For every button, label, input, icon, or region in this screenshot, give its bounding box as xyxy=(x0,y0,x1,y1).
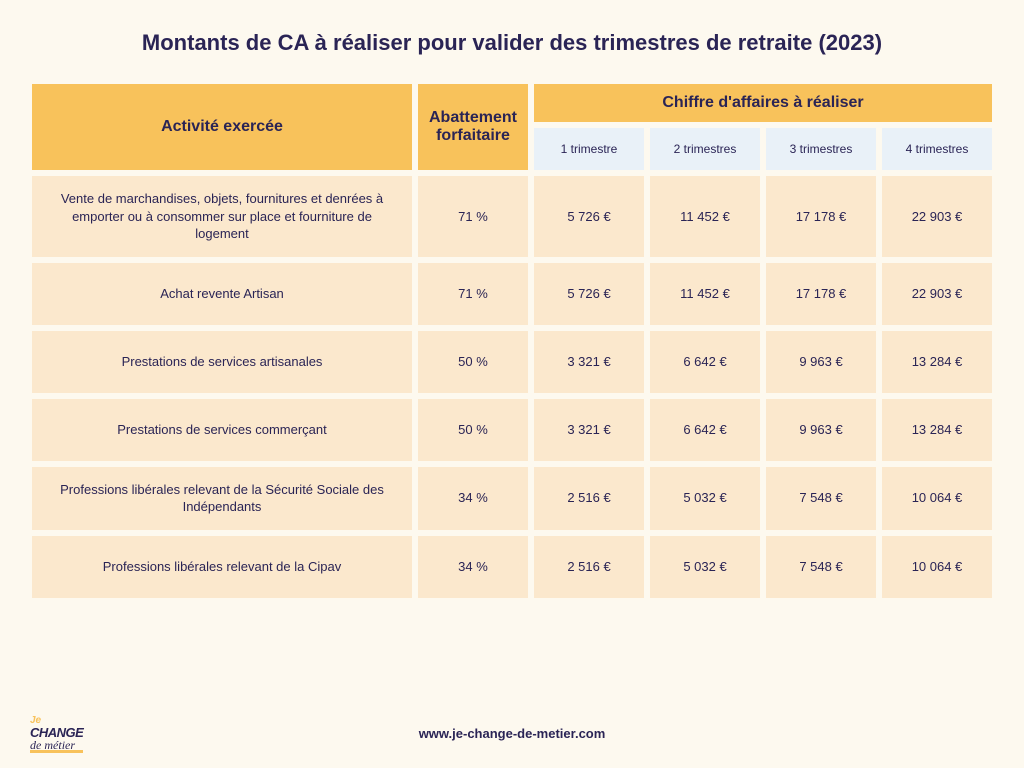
cell-t1: 3 321 € xyxy=(534,331,644,393)
logo-de: de xyxy=(30,739,41,751)
cell-abatement: 50 % xyxy=(418,399,528,461)
cell-t1: 5 726 € xyxy=(534,176,644,257)
cell-t2: 5 032 € xyxy=(650,536,760,598)
cell-t3: 17 178 € xyxy=(766,263,876,325)
cell-activity: Vente de marchandises, objets, fournitur… xyxy=(32,176,412,257)
cell-activity: Professions libérales relevant de la Cip… xyxy=(32,536,412,598)
cell-t3: 9 963 € xyxy=(766,331,876,393)
col-header-t1: 1 trimestre xyxy=(534,128,644,170)
cell-t4: 10 064 € xyxy=(882,467,992,530)
col-header-revenue-group: Chiffre d'affaires à réaliser xyxy=(534,84,992,122)
logo: Je CHANGE de métier xyxy=(30,715,83,752)
col-header-t2: 2 trimestres xyxy=(650,128,760,170)
col-header-t4: 4 trimestres xyxy=(882,128,992,170)
cell-t4: 22 903 € xyxy=(882,263,992,325)
cell-t4: 13 284 € xyxy=(882,399,992,461)
cell-t1: 2 516 € xyxy=(534,467,644,530)
footer: Je CHANGE de métier www.je-change-de-met… xyxy=(30,715,994,752)
cell-t2: 6 642 € xyxy=(650,399,760,461)
col-header-t3: 3 trimestres xyxy=(766,128,876,170)
cell-t1: 3 321 € xyxy=(534,399,644,461)
revenue-table: Activité exercée Abattement forfaitaire … xyxy=(32,84,992,598)
col-header-abatement: Abattement forfaitaire xyxy=(418,84,528,170)
cell-t3: 7 548 € xyxy=(766,467,876,530)
cell-t4: 22 903 € xyxy=(882,176,992,257)
cell-t2: 5 032 € xyxy=(650,467,760,530)
cell-abatement: 71 % xyxy=(418,176,528,257)
cell-t1: 5 726 € xyxy=(534,263,644,325)
cell-abatement: 34 % xyxy=(418,536,528,598)
cell-activity: Prestations de services commerçant xyxy=(32,399,412,461)
cell-t3: 17 178 € xyxy=(766,176,876,257)
col-header-activity: Activité exercée xyxy=(32,84,412,170)
cell-t4: 13 284 € xyxy=(882,331,992,393)
cell-t2: 6 642 € xyxy=(650,331,760,393)
cell-abatement: 50 % xyxy=(418,331,528,393)
cell-t3: 9 963 € xyxy=(766,399,876,461)
cell-activity: Achat revente Artisan xyxy=(32,263,412,325)
cell-t1: 2 516 € xyxy=(534,536,644,598)
cell-abatement: 71 % xyxy=(418,263,528,325)
page-title: Montants de CA à réaliser pour valider d… xyxy=(30,30,994,56)
cell-t4: 10 064 € xyxy=(882,536,992,598)
cell-abatement: 34 % xyxy=(418,467,528,530)
cell-activity: Professions libérales relevant de la Séc… xyxy=(32,467,412,530)
cell-t3: 7 548 € xyxy=(766,536,876,598)
cell-t2: 11 452 € xyxy=(650,176,760,257)
cell-activity: Prestations de services artisanales xyxy=(32,331,412,393)
footer-url: www.je-change-de-metier.com xyxy=(419,726,606,741)
cell-t2: 11 452 € xyxy=(650,263,760,325)
